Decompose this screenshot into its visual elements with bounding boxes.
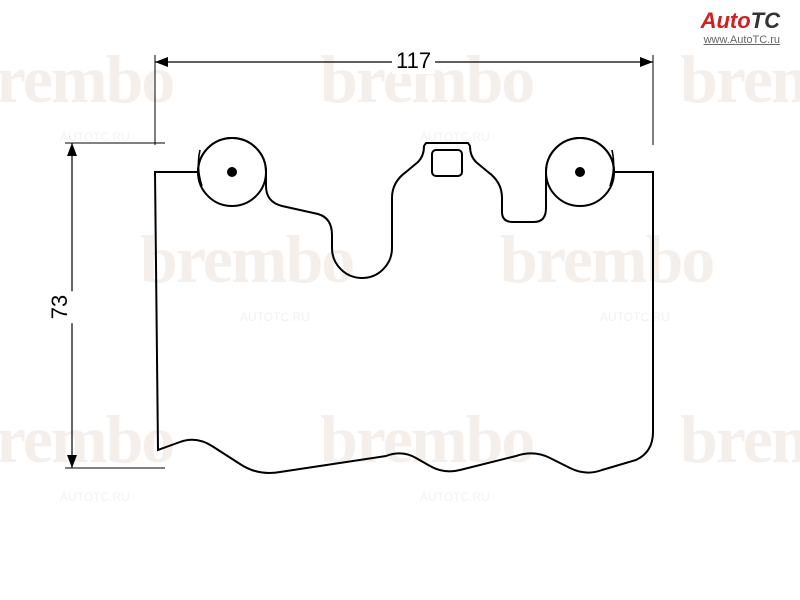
- hole-left-center: [228, 168, 236, 176]
- arrow-top: [67, 143, 77, 156]
- arrow-bottom: [67, 455, 77, 468]
- arrow-left: [155, 57, 168, 67]
- width-dimension-label: 117: [392, 48, 435, 74]
- arrow-right: [640, 57, 653, 67]
- technical-drawing: [0, 0, 800, 600]
- hole-right-center: [576, 168, 584, 176]
- pad-body-path: [155, 138, 653, 473]
- center-tab-window: [432, 150, 462, 176]
- height-dimension-label: 73: [47, 291, 73, 323]
- brake-pad-outline: [155, 138, 653, 473]
